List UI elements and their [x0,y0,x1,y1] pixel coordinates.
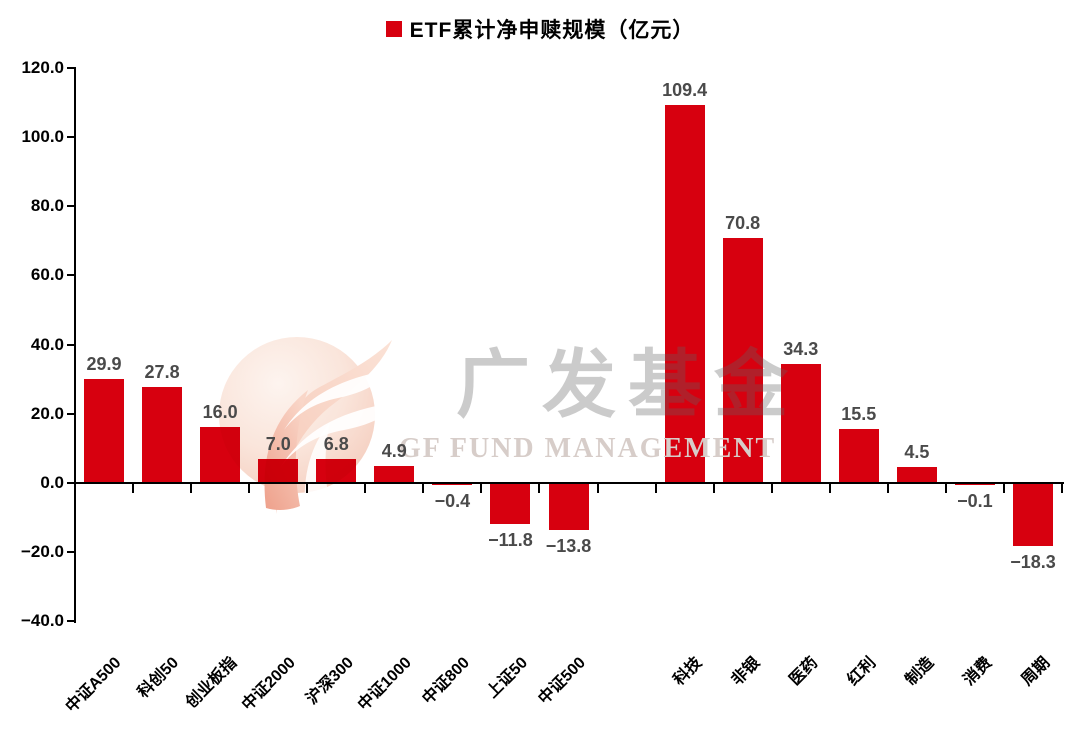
bar-制造 [896,467,937,483]
y-axis-tick [67,205,75,208]
category-label: 中证2000 [238,654,299,715]
y-axis-tick-label: 60.0 [30,265,64,285]
x-axis-tick [944,483,947,493]
category-label: 消费 [960,654,996,689]
x-axis-tick [306,483,309,493]
x-axis-tick [712,483,715,493]
value-label: 70.8 [725,213,761,234]
value-label: 15.5 [841,404,877,425]
value-label: 7.0 [265,433,291,454]
legend-marker-square [385,21,402,37]
y-axis-tick [67,67,75,69]
y-axis-tick [67,412,75,415]
category-label: 中证800 [419,654,473,708]
value-label: −11.8 [488,529,533,550]
x-axis-tick [248,483,251,493]
value-label: 4.5 [904,442,930,463]
y-axis-tick [67,481,75,484]
bar-科技 [664,104,705,483]
bar-红利 [838,429,879,483]
x-axis-tick [190,483,193,493]
y-axis-tick [67,274,75,277]
y-axis-tick [67,550,75,553]
x-axis-tick [364,483,367,493]
y-axis-tick-label: 120.0 [21,58,64,77]
x-axis-tick [654,483,657,493]
bar-科创50 [142,386,183,483]
category-label: 沪深300 [302,654,357,708]
category-label: 中证500 [535,654,589,708]
category-label: 周期 [1018,654,1054,689]
x-axis-tick [886,483,889,493]
y-axis-tick-label: 100.0 [21,127,64,147]
y-axis-tick [67,343,75,346]
value-label: 16.0 [202,402,238,423]
x-axis-tick [828,483,831,493]
value-label: 4.9 [381,440,407,461]
value-label: 27.8 [144,361,180,382]
category-label: 制造 [902,654,938,689]
value-label: 29.9 [86,354,122,375]
y-axis-tick-label: 0.0 [40,472,64,492]
bar-中证800 [432,482,473,485]
x-axis-tick [132,483,135,493]
category-label: 科技 [670,654,705,689]
bar-医药 [780,364,821,483]
x-axis-tick [1002,483,1005,493]
watermark-text-english: GF FUND MANAGEMENT [399,433,777,464]
category-label: 非银 [728,654,763,689]
legend: ETF累计净申赎规模（亿元） [0,14,1080,44]
y-axis-line [74,67,76,623]
gf-fund-flame-logo-watermark [219,337,412,514]
x-axis-tick [422,483,425,493]
value-label: −13.8 [545,536,592,557]
bar-消费 [954,482,995,485]
y-axis-tick-label: 20.0 [30,403,64,423]
value-label: 6.8 [323,434,349,455]
value-label: 34.3 [783,339,819,360]
x-axis-tick [596,483,599,493]
category-label: 科创50 [135,654,183,702]
bar-非银 [722,238,763,483]
y-axis-tick [67,136,75,139]
category-label: 中证A500 [62,654,125,716]
y-axis-tick-label: 40.0 [30,334,64,354]
x-axis-tick [74,483,76,493]
x-axis-tick [538,483,541,493]
legend-label: ETF累计净申赎规模（亿元） [409,19,695,42]
category-label: 创业板指 [183,654,241,712]
value-label: −0.4 [434,490,471,511]
y-axis-tick-label: −20.0 [20,541,64,561]
x-axis-tick [1061,483,1063,493]
bar-中证500 [548,482,589,531]
x-axis-zero-line [74,481,1064,484]
y-axis-tick-label: −40.0 [20,611,64,630]
category-label: 中证1000 [354,654,415,715]
bar-上证50 [490,482,531,524]
category-label: 红利 [844,654,880,689]
value-label: 109.4 [662,79,708,100]
value-label: −0.1 [957,490,993,511]
category-label: 上证50 [483,654,531,702]
bar-中证1000 [374,465,415,483]
x-axis-tick [770,483,773,493]
bar-中证A500 [84,379,125,483]
category-label: 医药 [786,654,821,689]
bar-周期 [1012,482,1053,546]
watermark-text-chinese: 广发基金 [456,343,800,426]
y-axis-tick [67,620,75,622]
x-axis-tick [480,483,483,493]
y-axis-tick-label: 80.0 [30,196,64,216]
value-label: −18.3 [1010,551,1056,572]
